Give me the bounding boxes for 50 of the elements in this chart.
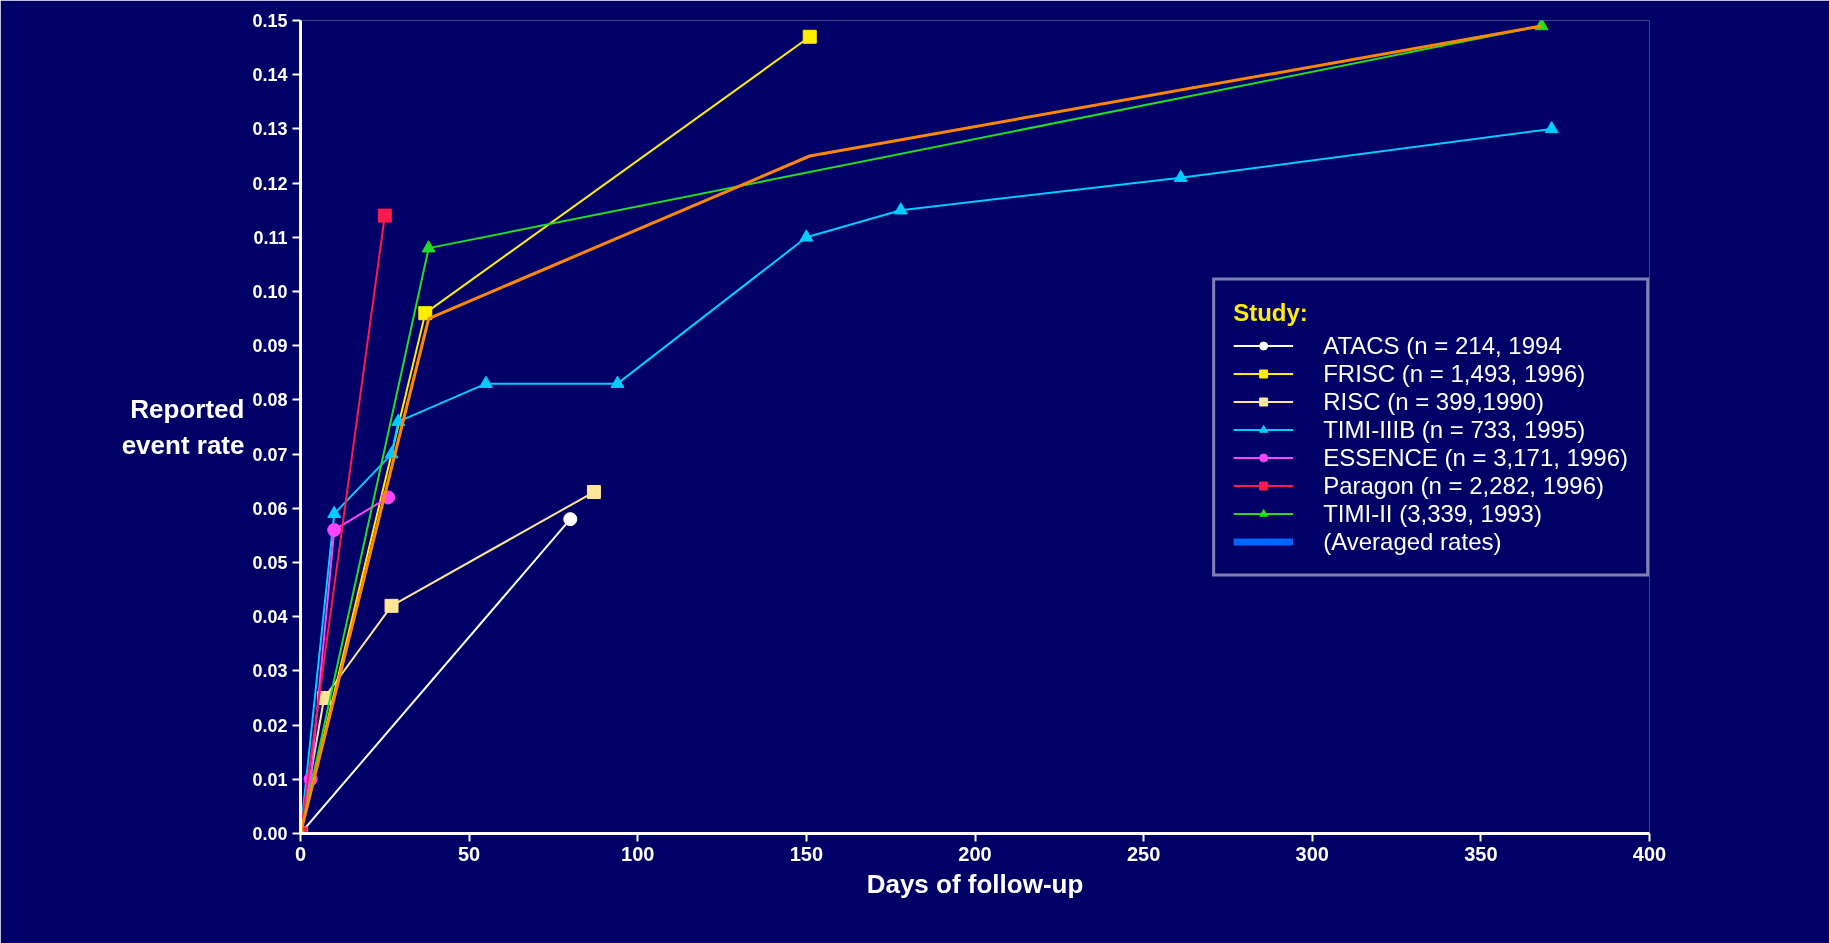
point [1173, 169, 1188, 182]
point [802, 29, 817, 44]
point [799, 229, 814, 242]
y-tick-label: 0.02 [252, 715, 288, 736]
y-tick-label: 0.03 [252, 661, 288, 682]
legend-label: ESSENCE (n = 3,171, 1996) [1323, 443, 1628, 471]
legend-label: ATACS (n = 214, 1994 [1323, 331, 1562, 359]
x-tick-label: 250 [1126, 842, 1161, 865]
point [327, 522, 342, 537]
point [327, 505, 342, 518]
y-tick-label: 0.00 [252, 824, 288, 844]
point [384, 598, 399, 613]
y-tick-label: 0.09 [252, 336, 288, 357]
y-tick-label: 0.07 [252, 444, 288, 465]
y-tick-label: 0.12 [252, 173, 288, 194]
y-tick-label: 0.06 [252, 498, 288, 519]
x-tick-label: 150 [789, 842, 824, 865]
legend-label: TIMI-IIIB (n = 733, 1995) [1323, 415, 1586, 443]
x-tick-label: 400 [1632, 842, 1667, 865]
x-axis-title: Days of follow-up [866, 868, 1084, 899]
x-tick-label: 350 [1464, 842, 1498, 865]
point [563, 512, 578, 527]
y-tick-label: 0.05 [252, 553, 288, 573]
legend-label: Paragon (n = 2,282, 1996) [1323, 471, 1605, 499]
y-tick-label: 0.14 [252, 65, 288, 86]
y-tick-label: 0.11 [253, 227, 288, 248]
legend-label: TIMI-II (3,339, 1993) [1323, 499, 1542, 527]
point [478, 375, 493, 388]
y-tick-label: 0.15 [252, 11, 288, 31]
x-tick-label: 200 [958, 842, 992, 865]
legend-label: RISC (n = 399,1990) [1323, 387, 1544, 415]
x-tick-label: 100 [621, 842, 655, 865]
x-tick-label: 50 [458, 842, 481, 865]
point [586, 485, 601, 500]
y-tick-label: 0.10 [252, 282, 288, 302]
y-tick-label: 0.01 [252, 769, 288, 790]
x-tick-label: 0 [294, 842, 307, 865]
x-tick-label: 300 [1295, 842, 1329, 865]
legend-title: Study: [1233, 298, 1309, 326]
y-tick-label: 0.08 [252, 390, 288, 411]
point [893, 202, 908, 215]
point [1544, 120, 1559, 134]
legend-label: (Averaged rates) [1323, 527, 1502, 555]
point [610, 375, 625, 388]
legend-label: FRISC (n = 1,493, 1996) [1323, 359, 1586, 387]
point [418, 306, 433, 321]
y-tick-label: 0.13 [252, 119, 288, 140]
y-tick-label: 0.04 [252, 607, 288, 628]
point [377, 208, 392, 223]
y-axis-title: Reported event rate [121, 394, 245, 460]
